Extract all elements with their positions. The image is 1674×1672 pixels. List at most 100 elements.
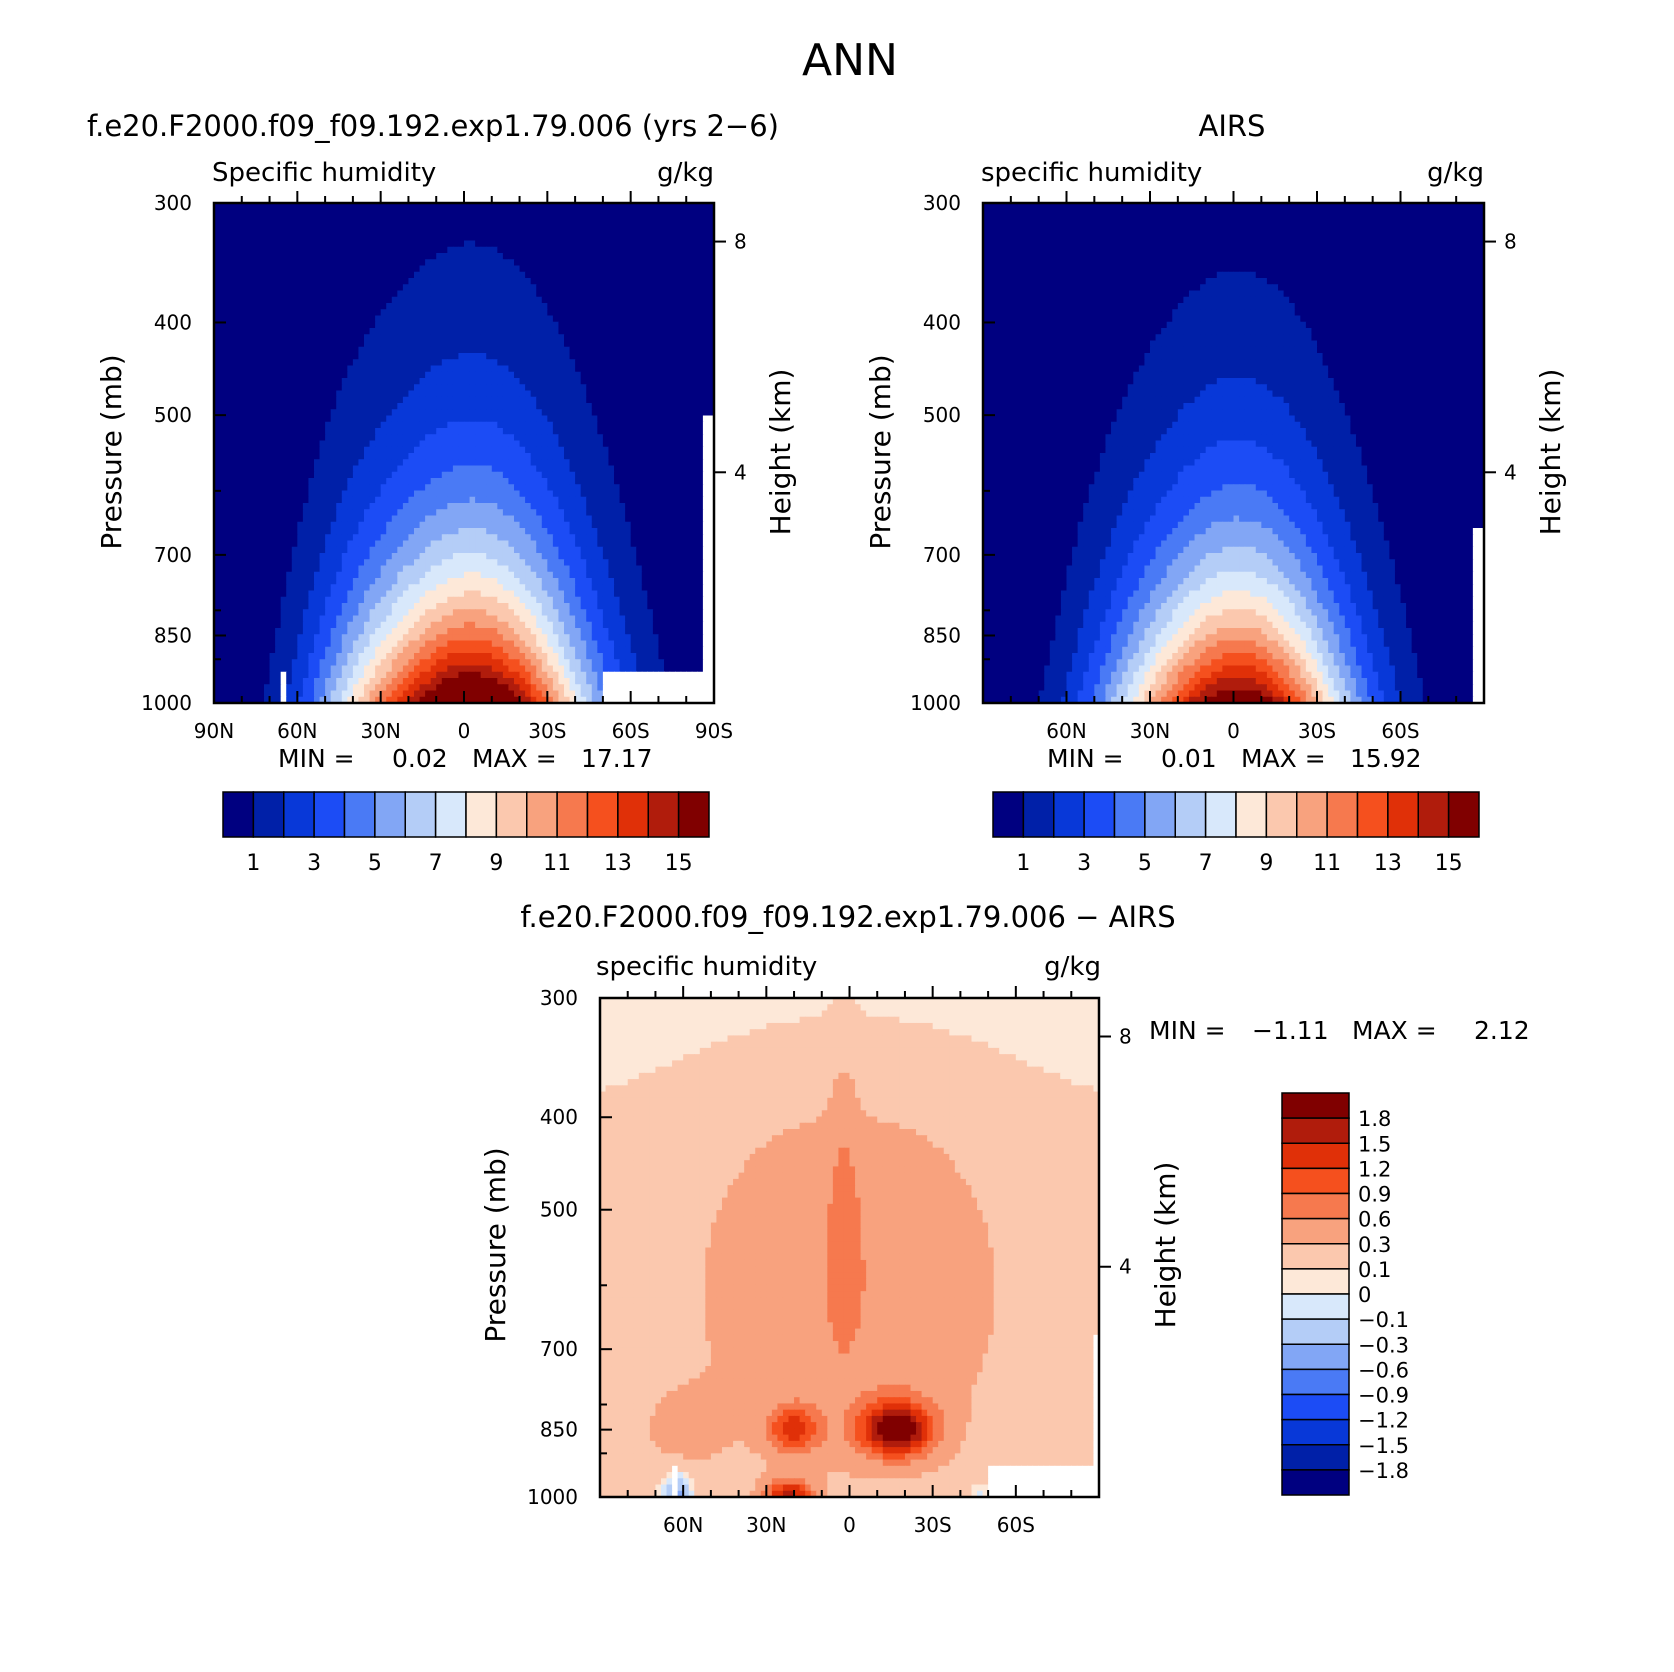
model-cell (464, 303, 470, 310)
model-cell (303, 309, 309, 316)
model-cell (247, 459, 253, 466)
model-cell (597, 353, 603, 360)
model-cell (547, 478, 553, 485)
model-cell (253, 459, 259, 466)
model-cell (525, 334, 531, 341)
model-cell (647, 234, 653, 241)
model-cell (670, 278, 676, 285)
model-cell (608, 497, 614, 504)
model-cell (253, 478, 259, 485)
model-cell (408, 466, 414, 473)
model-cell (458, 491, 464, 498)
model-cell (458, 541, 464, 548)
model-cell (492, 534, 498, 541)
model-cell (297, 503, 303, 510)
model-cell (647, 259, 653, 266)
model-cell (575, 522, 581, 529)
model-cell (336, 447, 342, 454)
model-cell (547, 253, 553, 260)
model-cell (670, 266, 676, 273)
model-cell (631, 209, 637, 216)
model-cell (547, 316, 553, 323)
model-cell (603, 403, 609, 410)
model-cell (425, 378, 431, 385)
model-cell (264, 409, 270, 416)
model-cell (375, 541, 381, 548)
model-cell (331, 347, 337, 354)
model-cell (614, 259, 620, 266)
model-cell (242, 547, 248, 554)
model-cell (347, 428, 353, 435)
model-cell (325, 341, 331, 348)
model-cell (386, 453, 392, 460)
model-cell (597, 341, 603, 348)
model-cell (653, 266, 659, 273)
model-cell (264, 353, 270, 360)
model-cell (431, 328, 437, 335)
model-cell (458, 509, 464, 516)
model-cell (703, 222, 709, 229)
model-cell (470, 309, 476, 316)
model-cell (481, 228, 487, 235)
model-cell (536, 534, 542, 541)
model-cell (470, 228, 476, 235)
model-cell (447, 322, 453, 329)
model-cell (375, 278, 381, 285)
model-cell (353, 241, 359, 248)
model-cell (558, 372, 564, 379)
model-cell (458, 278, 464, 285)
model-cell (325, 303, 331, 310)
model-cell (325, 391, 331, 398)
model-cell (242, 353, 248, 360)
model-cell (675, 453, 681, 460)
model-cell (525, 222, 531, 229)
model-cell (620, 341, 626, 348)
model-cell (620, 322, 626, 329)
model-cell (647, 434, 653, 441)
model-cell (447, 328, 453, 335)
model-cell (553, 372, 559, 379)
model-cell (447, 341, 453, 348)
model-cell (575, 322, 581, 329)
model-cell (420, 378, 426, 385)
model-cell (553, 541, 559, 548)
model-cell (231, 353, 237, 360)
model-cell (692, 447, 698, 454)
model-cell (520, 234, 526, 241)
model-cell (475, 322, 481, 329)
model-cell (642, 366, 648, 373)
model-cell (686, 541, 692, 548)
model-cell (281, 378, 287, 385)
model-cell (542, 528, 548, 535)
model-cell (520, 434, 526, 441)
model-cell (692, 272, 698, 279)
model-cell (475, 253, 481, 260)
model-cell (247, 309, 253, 316)
model-cell (492, 441, 498, 448)
model-cell (253, 334, 259, 341)
model-cell (647, 509, 653, 516)
model-cell (658, 228, 664, 235)
model-cell (381, 497, 387, 504)
model-cell (425, 447, 431, 454)
model-cell (481, 391, 487, 398)
model-cell (592, 378, 598, 385)
model-cell (664, 322, 670, 329)
model-cell (503, 297, 509, 304)
model-cell (647, 409, 653, 416)
model-cell (364, 422, 370, 429)
model-cell (564, 347, 570, 354)
model-cell (503, 347, 509, 354)
model-cell (264, 284, 270, 291)
model-cell (631, 222, 637, 229)
model-cell (225, 478, 231, 485)
model-cell (664, 209, 670, 216)
model-cell (642, 291, 648, 298)
model-cell (447, 372, 453, 379)
model-cell (575, 391, 581, 398)
model-cell (436, 491, 442, 498)
model-cell (531, 416, 537, 423)
model-cell (536, 347, 542, 354)
model-cell (464, 272, 470, 279)
model-cell (653, 328, 659, 335)
